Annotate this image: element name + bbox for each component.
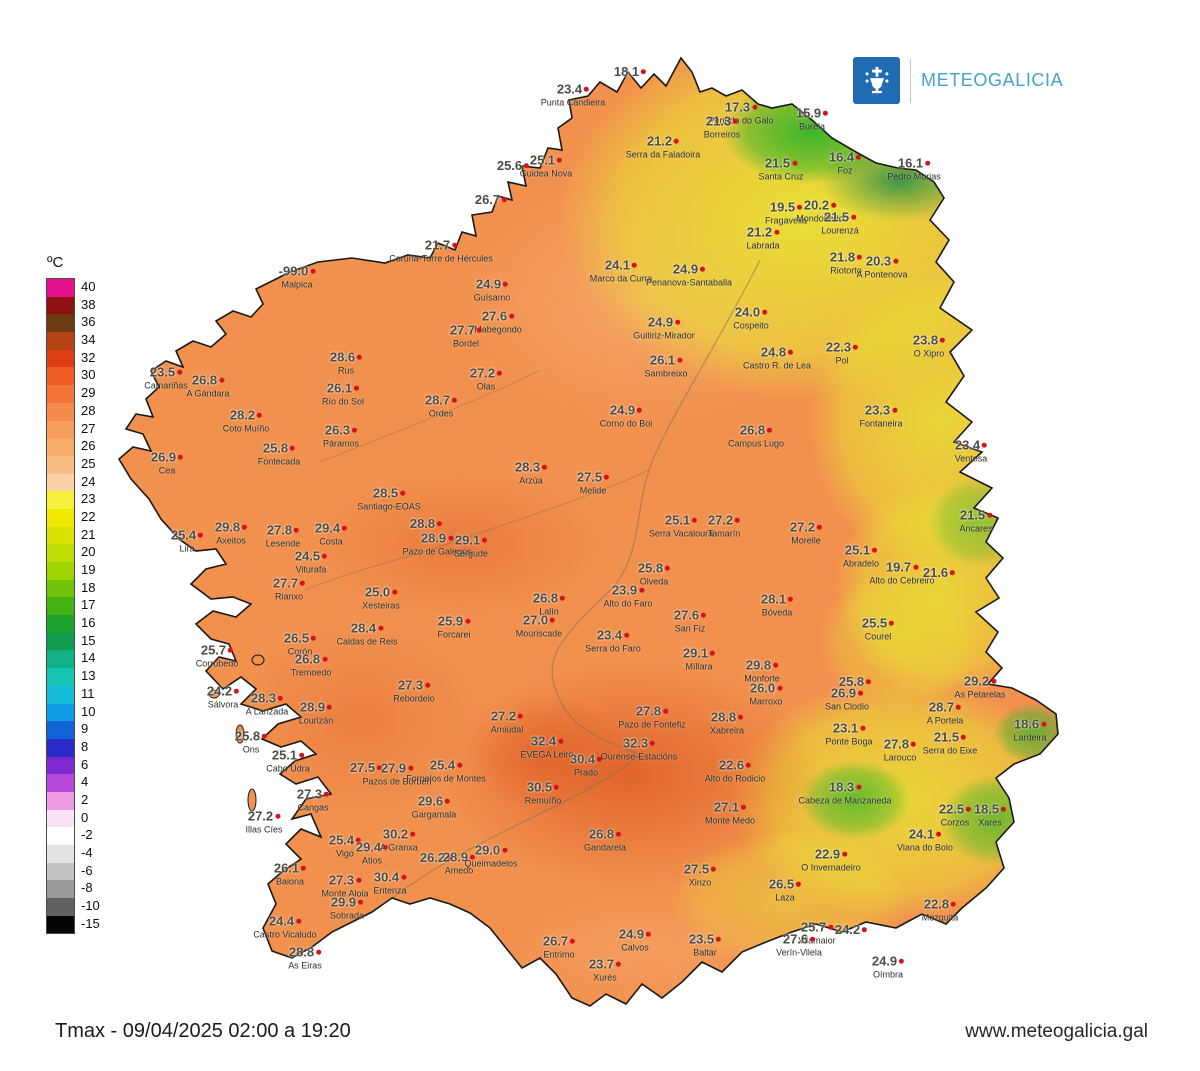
island-arousa — [251, 654, 265, 666]
legend-label: 28 — [81, 402, 96, 418]
legend-swatch — [47, 544, 74, 562]
legend-label: 40 — [81, 279, 96, 294]
legend-swatch — [47, 367, 74, 386]
legend-label: 18 — [81, 579, 96, 595]
legend-swatch — [47, 791, 74, 810]
legend-swatch — [47, 827, 74, 845]
legend-swatch — [47, 597, 74, 616]
legend-swatch — [47, 420, 74, 439]
logo-divider — [910, 58, 911, 103]
meteogalicia-logo: METEOGALICIA — [853, 57, 1063, 104]
legend-label: -4 — [81, 845, 93, 860]
legend-swatch — [47, 756, 74, 775]
legend-label: 14 — [81, 650, 96, 666]
legend-swatch — [47, 845, 74, 863]
legend-label: -8 — [81, 880, 93, 896]
river-ulla — [304, 469, 651, 591]
legend-label: 27 — [81, 420, 96, 436]
legend-label: 9 — [81, 721, 89, 737]
legend-swatch — [47, 862, 74, 881]
legend-swatch — [47, 721, 74, 739]
legend-label: 20 — [81, 544, 96, 560]
legend-swatch — [47, 898, 74, 916]
legend-label: 34 — [81, 332, 96, 348]
legend-label: 0 — [81, 809, 89, 825]
legend-swatch — [47, 349, 74, 368]
legend-swatch — [47, 915, 74, 934]
legend-swatch — [47, 296, 74, 315]
legend-label: 19 — [81, 562, 96, 577]
legend-swatch — [47, 738, 74, 757]
legend-label: -10 — [81, 898, 100, 914]
legend-swatch — [47, 685, 74, 704]
legend-swatch — [47, 668, 74, 686]
legend-label: -2 — [81, 827, 93, 843]
legend-swatch — [47, 279, 74, 297]
legend-swatch — [47, 314, 74, 333]
legend-swatch — [47, 809, 74, 828]
river-tambre — [319, 369, 541, 463]
legend-label: 38 — [81, 296, 96, 312]
legend-swatch — [47, 385, 74, 403]
legend-label: 15 — [81, 632, 96, 648]
legend-label: 25 — [81, 455, 96, 471]
legend-label: 23 — [81, 491, 96, 507]
legend-swatch — [47, 491, 74, 509]
island-salvora — [208, 689, 220, 699]
temperature-legend: ºC 40 38 36 34 32 30 29 28 27 26 25 24 23 22 21 20 19 18 1… — [46, 254, 100, 935]
legend-label: 17 — [81, 597, 96, 613]
legend-swatch — [47, 473, 74, 492]
legend-swatch — [47, 703, 74, 722]
legend-label: 6 — [81, 756, 89, 772]
legend-label: -6 — [81, 862, 93, 878]
legend-label: 22 — [81, 508, 96, 524]
legend-swatch — [47, 526, 74, 545]
legend-title: ºC — [47, 254, 64, 271]
legend-label: 8 — [81, 738, 89, 754]
legend-label: 29 — [81, 385, 96, 401]
legend-swatch — [47, 632, 74, 651]
legend-label: 21 — [81, 526, 96, 542]
legend-swatch — [47, 650, 74, 669]
legend-label: 4 — [81, 774, 89, 790]
legend-color-bar — [46, 278, 75, 935]
website-url: www.meteogalicia.gal — [965, 1021, 1148, 1042]
legend-swatch — [47, 774, 74, 792]
tmax-caption: Tmax - 09/04/2025 02:00 a 19:20 — [55, 1020, 351, 1042]
legend-label: 13 — [81, 668, 96, 684]
legend-label: 26 — [81, 438, 96, 454]
legend-swatch — [47, 615, 74, 633]
legend-label: 16 — [81, 615, 96, 631]
legend-swatch — [47, 332, 74, 350]
legend-swatch — [47, 508, 74, 527]
legend-swatch — [47, 438, 74, 456]
legend-label: -15 — [81, 915, 100, 931]
legend-label: 32 — [81, 349, 96, 365]
legend-label: 2 — [81, 791, 89, 807]
legend-swatch — [47, 402, 74, 421]
legend-swatch — [47, 562, 74, 580]
island-ons — [235, 724, 245, 744]
legend-label: 11 — [81, 685, 95, 701]
river-mino — [391, 259, 761, 899]
legend-label: 10 — [81, 703, 96, 719]
island-cies — [247, 788, 257, 812]
legend-label: 36 — [81, 314, 96, 330]
coastline — [117, 56, 1059, 1007]
logo-wordmark: METEOGALICIA — [921, 70, 1064, 90]
legend-label: 30 — [81, 367, 96, 383]
legend-label: 24 — [81, 473, 96, 489]
legend-swatch — [47, 579, 74, 598]
legend-swatch — [47, 455, 74, 474]
xunta-emblem-icon — [853, 57, 900, 104]
legend-swatch — [47, 880, 74, 899]
legend-labels: 40 38 36 34 32 30 29 28 27 26 25 24 23 22 21 20 19 18 17 16… — [81, 278, 100, 932]
